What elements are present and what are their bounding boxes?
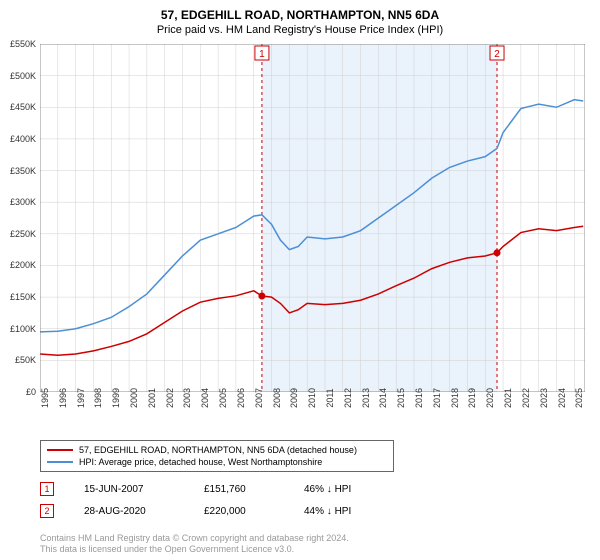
x-tick-label: 2006 (236, 388, 246, 408)
y-tick-label: £0 (26, 387, 36, 397)
x-tick-label: 2009 (289, 388, 299, 408)
x-tick-label: 2020 (485, 388, 495, 408)
sale-date: 15-JUN-2007 (84, 484, 174, 495)
x-tick-label: 2014 (378, 388, 388, 408)
x-tick-label: 2005 (218, 388, 228, 408)
legend-item: 57, EDGEHILL ROAD, NORTHAMPTON, NN5 6DA … (47, 444, 387, 456)
x-tick-label: 2011 (325, 388, 335, 407)
legend-swatch (47, 449, 73, 451)
x-tick-label: 2010 (307, 388, 317, 408)
y-tick-label: £200K (10, 260, 36, 270)
footer-line: This data is licensed under the Open Gov… (40, 544, 349, 556)
x-tick-label: 2015 (396, 388, 406, 408)
x-tick-label: 1997 (76, 388, 86, 408)
sale-vs-hpi: 44% ↓ HPI (304, 506, 394, 517)
sale-vs-hpi: 46% ↓ HPI (304, 484, 394, 495)
legend-label: HPI: Average price, detached house, West… (79, 457, 322, 467)
x-tick-label: 2021 (503, 388, 513, 408)
y-tick-label: £500K (10, 71, 36, 81)
x-tick-label: 2003 (182, 388, 192, 408)
legend-item: HPI: Average price, detached house, West… (47, 456, 387, 468)
y-tick-label: £250K (10, 229, 36, 239)
svg-text:2: 2 (494, 49, 500, 60)
sale-price: £151,760 (204, 484, 274, 495)
x-tick-label: 2007 (254, 388, 264, 408)
y-tick-label: £450K (10, 102, 36, 112)
footer-line: Contains HM Land Registry data © Crown c… (40, 533, 349, 545)
y-tick-label: £100K (10, 324, 36, 334)
x-tick-label: 2017 (432, 388, 442, 408)
x-tick-label: 2002 (165, 388, 175, 408)
x-tick-label: 2023 (539, 388, 549, 408)
x-tick-label: 1999 (111, 388, 121, 408)
legend-label: 57, EDGEHILL ROAD, NORTHAMPTON, NN5 6DA … (79, 445, 357, 455)
x-tick-label: 2004 (200, 388, 210, 408)
chart-title: 57, EDGEHILL ROAD, NORTHAMPTON, NN5 6DA (0, 0, 600, 22)
x-tick-label: 2016 (414, 388, 424, 408)
y-tick-label: £50K (15, 355, 36, 365)
x-tick-label: 2000 (129, 388, 139, 408)
sale-date: 28-AUG-2020 (84, 506, 174, 517)
footer-attribution: Contains HM Land Registry data © Crown c… (40, 533, 349, 556)
x-tick-label: 1996 (58, 388, 68, 408)
x-tick-label: 2013 (361, 388, 371, 408)
x-tick-label: 1998 (93, 388, 103, 408)
chart-svg: 12 (40, 44, 585, 392)
x-tick-label: 2019 (467, 388, 477, 408)
sale-row: 2 28-AUG-2020 £220,000 44% ↓ HPI (40, 500, 394, 522)
y-tick-label: £300K (10, 197, 36, 207)
y-tick-label: £350K (10, 166, 36, 176)
sale-marker-icon: 1 (40, 482, 54, 496)
chart-container: 57, EDGEHILL ROAD, NORTHAMPTON, NN5 6DA … (0, 0, 600, 560)
plot-area: 12 (40, 44, 585, 392)
y-tick-label: £150K (10, 292, 36, 302)
x-axis-labels: 1995199619971998199920002001200220032004… (40, 394, 585, 434)
chart-subtitle: Price paid vs. HM Land Registry's House … (0, 22, 600, 36)
x-tick-label: 2024 (557, 388, 567, 408)
x-tick-label: 2012 (343, 388, 353, 408)
x-tick-label: 2022 (521, 388, 531, 408)
sale-marker-icon: 2 (40, 504, 54, 518)
y-tick-label: £400K (10, 134, 36, 144)
y-tick-label: £550K (10, 39, 36, 49)
y-axis-labels: £0£50K£100K£150K£200K£250K£300K£350K£400… (0, 44, 38, 392)
sale-row: 1 15-JUN-2007 £151,760 46% ↓ HPI (40, 478, 394, 500)
sale-price: £220,000 (204, 506, 274, 517)
x-tick-label: 2025 (574, 388, 584, 408)
legend: 57, EDGEHILL ROAD, NORTHAMPTON, NN5 6DA … (40, 440, 394, 472)
x-tick-label: 1995 (40, 388, 50, 408)
x-tick-label: 2008 (272, 388, 282, 408)
svg-text:1: 1 (259, 49, 265, 60)
sales-table: 1 15-JUN-2007 £151,760 46% ↓ HPI 2 28-AU… (40, 478, 394, 522)
x-tick-label: 2001 (147, 388, 157, 408)
x-tick-label: 2018 (450, 388, 460, 408)
legend-swatch (47, 461, 73, 463)
